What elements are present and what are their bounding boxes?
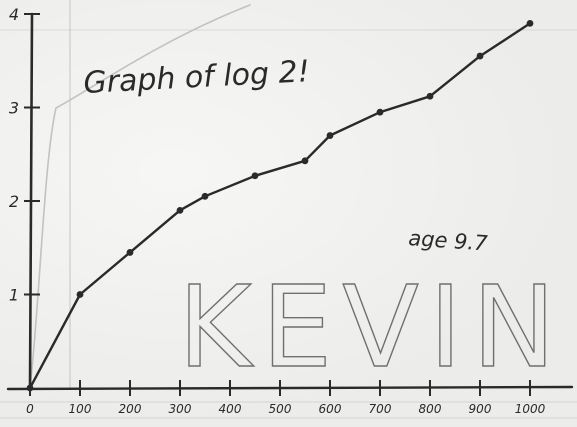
x-tick-label: 200 bbox=[119, 402, 142, 416]
series-line bbox=[28, 22, 532, 390]
data-point bbox=[26, 384, 34, 392]
data-point bbox=[426, 92, 434, 100]
name-annotation: KEVIN bbox=[178, 263, 566, 393]
data-point bbox=[476, 52, 484, 60]
x-tick-label: 0 bbox=[26, 402, 34, 416]
age-annotation: age 9.7 bbox=[408, 226, 489, 256]
x-tick-label: 600 bbox=[319, 402, 342, 416]
x-axis-ticks: 0 100 200 300 400 500 600 700 800 900 1000 bbox=[26, 380, 546, 416]
data-point bbox=[301, 157, 309, 165]
erased-curve-sketch bbox=[29, 4, 251, 389]
y-tick-label: 1 bbox=[9, 286, 19, 305]
x-tick-label: 400 bbox=[219, 402, 242, 416]
data-point bbox=[326, 132, 334, 139]
y-tick-label: 3 bbox=[9, 99, 19, 118]
y-tick-label: 4 bbox=[9, 5, 19, 24]
x-axis bbox=[6, 385, 574, 391]
data-point bbox=[176, 206, 184, 214]
data-point bbox=[376, 108, 384, 116]
x-tick-label: 500 bbox=[269, 402, 292, 416]
y-axis-ticks: 1 2 3 4 bbox=[9, 5, 40, 305]
data-points bbox=[26, 19, 534, 392]
y-tick-label: 2 bbox=[9, 192, 19, 211]
x-tick-label: 900 bbox=[469, 402, 492, 416]
data-point bbox=[126, 249, 134, 256]
data-point bbox=[251, 172, 259, 180]
x-tick-label: 700 bbox=[369, 402, 392, 416]
data-point bbox=[76, 291, 84, 298]
data-point bbox=[526, 19, 534, 27]
data-point bbox=[201, 192, 209, 200]
x-tick-label: 300 bbox=[169, 402, 192, 416]
chart-title: Graph of log 2! bbox=[83, 54, 311, 101]
x-tick-label: 100 bbox=[69, 402, 92, 416]
x-tick-label: 800 bbox=[419, 402, 442, 416]
x-tick-label: 1000 bbox=[515, 402, 546, 416]
